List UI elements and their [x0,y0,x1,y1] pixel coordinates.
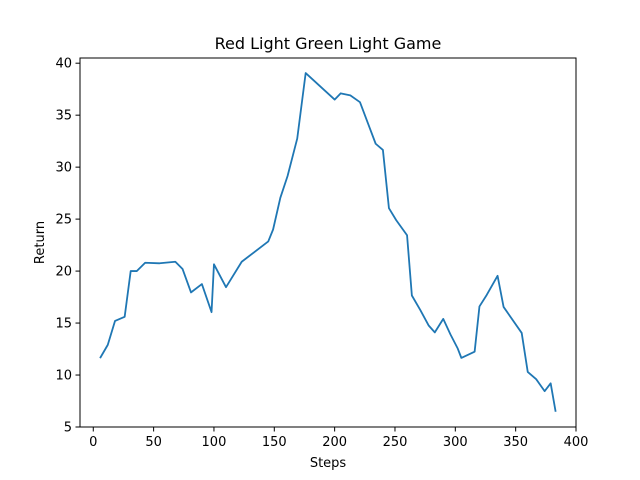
x-tick-label: 50 [145,435,162,450]
y-tick-label: 10 [55,369,72,384]
y-tick-label: 30 [55,161,72,176]
plot-frame [79,57,577,428]
y-tick-label: 25 [55,213,72,228]
series-line [99,72,557,412]
x-tick-label: 400 [564,435,589,450]
plot-area-background [80,58,576,427]
x-tick-label: 350 [503,435,528,450]
y-tick-label: 20 [55,265,72,280]
y-tick-label: 15 [55,317,72,332]
x-tick-label: 300 [443,435,468,450]
x-axis-label: Steps [310,456,347,471]
x-tick-label: 0 [89,435,97,450]
y-axis-label: Return [33,221,48,264]
x-tick-label: 250 [383,435,408,450]
y-tick-label: 35 [55,109,72,124]
y-tick-label: 5 [64,421,72,436]
x-tick-label: 150 [262,435,287,450]
x-tick-label: 200 [322,435,347,450]
chart-title: Red Light Green Light Game [215,34,442,53]
x-tick-label: 100 [202,435,227,450]
y-tick-label: 40 [55,57,72,72]
